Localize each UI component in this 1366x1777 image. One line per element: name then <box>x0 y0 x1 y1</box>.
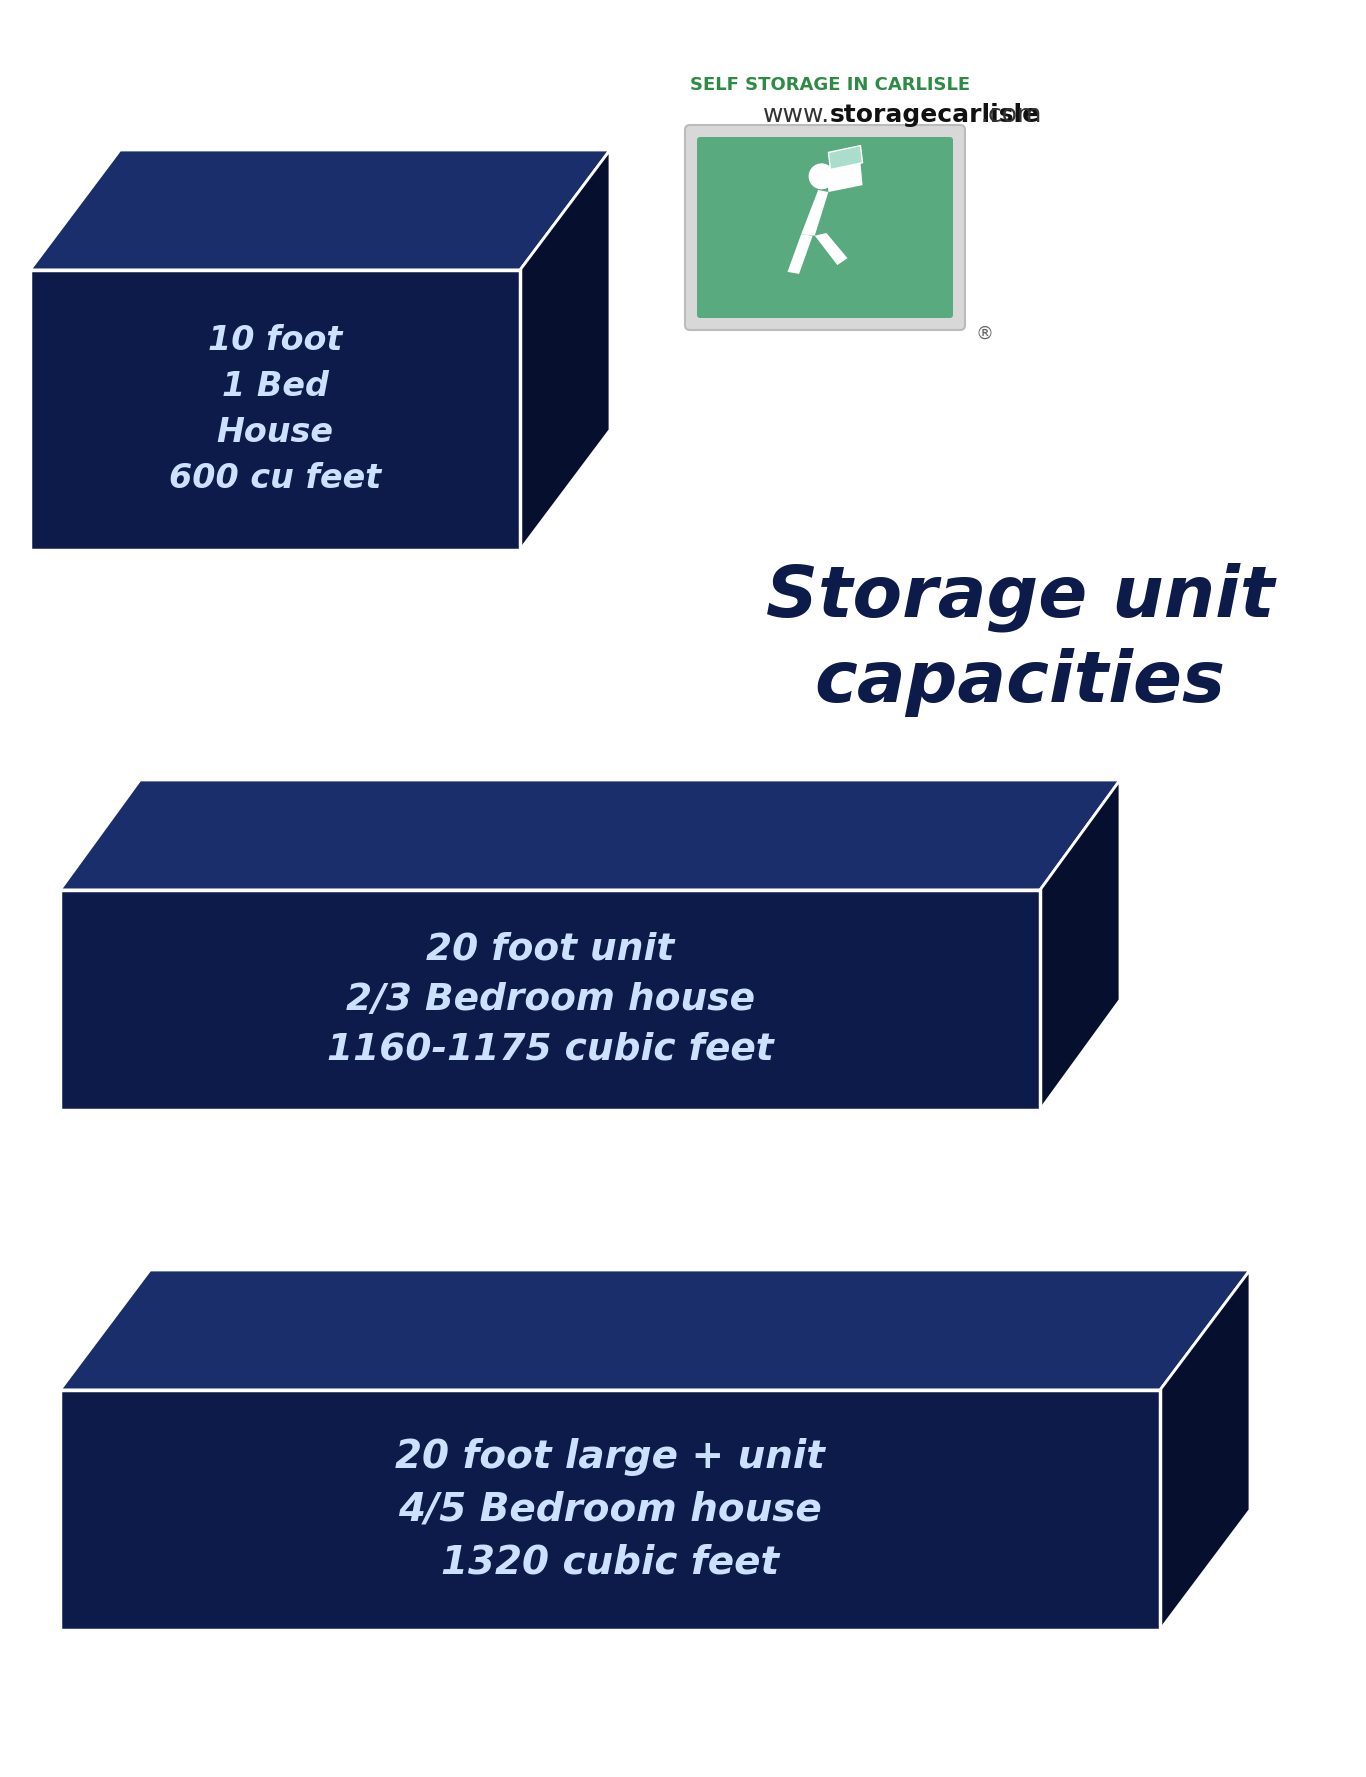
Polygon shape <box>1160 1271 1250 1630</box>
Circle shape <box>809 163 833 188</box>
Bar <box>30 270 520 551</box>
Text: Storage unit
capacities: Storage unit capacities <box>766 563 1274 718</box>
Polygon shape <box>1040 780 1120 1111</box>
Text: SELF STORAGE IN CARLISLE: SELF STORAGE IN CARLISLE <box>690 76 970 94</box>
Polygon shape <box>520 149 611 551</box>
Text: 20 foot large + unit
4/5 Bedroom house
1320 cubic feet: 20 foot large + unit 4/5 Bedroom house 1… <box>395 1438 825 1582</box>
FancyBboxPatch shape <box>684 124 964 331</box>
Polygon shape <box>30 149 611 270</box>
Text: .com: .com <box>979 103 1041 126</box>
Text: 10 foot
1 Bed
House
600 cu feet: 10 foot 1 Bed House 600 cu feet <box>169 325 381 496</box>
Text: storagecarlisle: storagecarlisle <box>831 103 1040 126</box>
Polygon shape <box>800 190 828 236</box>
Polygon shape <box>826 163 862 192</box>
Text: ®: ® <box>975 325 993 343</box>
Text: www.: www. <box>762 103 831 126</box>
Text: 20 foot unit
2/3 Bedroom house
1160-1175 cubic feet: 20 foot unit 2/3 Bedroom house 1160-1175… <box>326 931 773 1068</box>
Polygon shape <box>60 780 1120 890</box>
Bar <box>60 890 1040 1111</box>
Polygon shape <box>60 1271 1250 1390</box>
Polygon shape <box>787 235 813 274</box>
Bar <box>60 1390 1160 1630</box>
Polygon shape <box>828 146 862 169</box>
FancyBboxPatch shape <box>697 137 953 318</box>
Polygon shape <box>814 233 847 265</box>
